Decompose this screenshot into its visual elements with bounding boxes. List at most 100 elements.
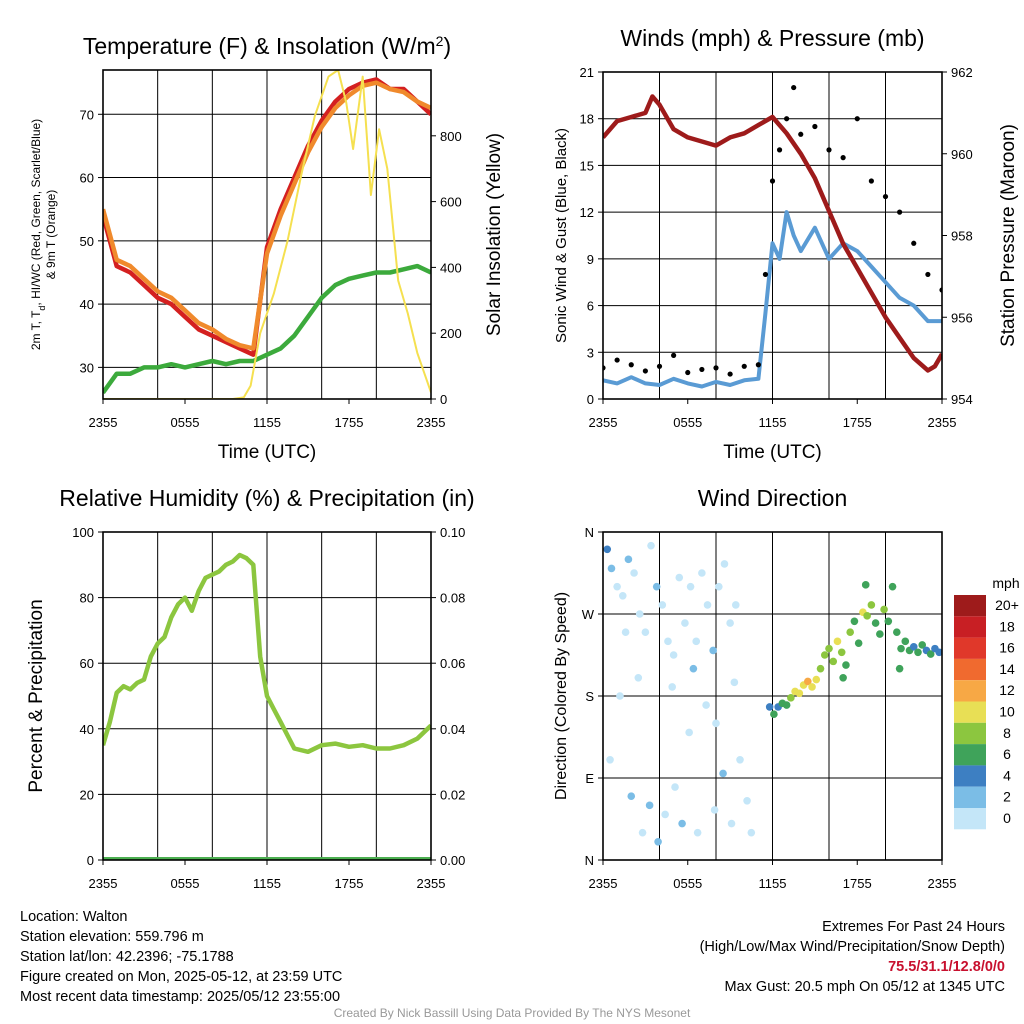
legend-swatch bbox=[954, 595, 986, 617]
y2-tick-label: 400 bbox=[440, 260, 462, 275]
y2-tick-label: 0.08 bbox=[440, 591, 465, 606]
wind-direction-point bbox=[770, 710, 778, 719]
plot-area bbox=[103, 70, 431, 399]
wind-direction-point bbox=[702, 701, 710, 709]
gust-point bbox=[911, 240, 917, 246]
gust-point bbox=[868, 178, 874, 184]
wind-direction-point bbox=[833, 637, 842, 646]
gust-point bbox=[628, 362, 634, 368]
x-tick-label: 2355 bbox=[417, 876, 446, 891]
y-tick-label: 100 bbox=[72, 525, 94, 540]
created-text: Figure created on Mon, 2025-05-12, at 23… bbox=[20, 969, 343, 985]
x-tick-label: 2355 bbox=[928, 876, 957, 891]
wind-direction-point bbox=[837, 648, 846, 657]
legend-swatch bbox=[954, 701, 986, 723]
series-dewpoint bbox=[103, 263, 431, 395]
wind-direction-point bbox=[867, 601, 876, 609]
extremes-panel: Extremes For Past 24 Hours (High/Low/Max… bbox=[700, 917, 1005, 997]
gust-point bbox=[741, 363, 747, 369]
extremes-values: 75.5/31.1/12.8/0/0 bbox=[888, 959, 1005, 975]
x-axis-label: Time (UTC) bbox=[723, 442, 822, 463]
x-tick-label: 1155 bbox=[759, 876, 787, 891]
wind-direction-point bbox=[812, 675, 821, 684]
legend-swatch bbox=[954, 786, 986, 808]
y-label-subscript: d bbox=[37, 306, 47, 311]
x-tick-label: 2355 bbox=[89, 415, 118, 430]
wind-direction-point bbox=[914, 648, 922, 657]
wind-direction-point bbox=[647, 541, 655, 550]
plot-frame bbox=[602, 71, 943, 400]
gust-point bbox=[791, 84, 797, 91]
wind-direction-point bbox=[715, 582, 723, 591]
chart-title: Temperature (F) & Insolation (W/m2) bbox=[83, 33, 451, 59]
wind-direction-point bbox=[897, 644, 905, 653]
gust-point bbox=[685, 369, 691, 376]
x-tick-label: 1755 bbox=[335, 876, 364, 891]
y-tick-label: N bbox=[585, 853, 594, 868]
y2-axis-label: Station Pressure (Maroon) bbox=[998, 124, 1019, 347]
x-tick-label: 1755 bbox=[843, 876, 872, 891]
y2-tick-label: 958 bbox=[951, 229, 973, 244]
y2-tick-label: 0.06 bbox=[440, 656, 465, 671]
gust-point bbox=[699, 366, 705, 373]
y-tick-label: 6 bbox=[587, 299, 594, 314]
wind-direction-point bbox=[618, 591, 627, 600]
x-tick-label: 1755 bbox=[843, 415, 872, 430]
title-superscript: 2 bbox=[436, 33, 444, 49]
wind-direction-point bbox=[669, 651, 678, 659]
wind-direction-point bbox=[909, 643, 918, 651]
wind-direction-point bbox=[871, 619, 880, 627]
gust-point bbox=[755, 362, 761, 368]
legend-label: 6 bbox=[1003, 746, 1011, 762]
y2-tick-label: 0 bbox=[440, 392, 447, 407]
wind-direction-point bbox=[681, 619, 689, 627]
wind-direction-point bbox=[808, 683, 816, 691]
panel-temp: 30 40 50 60 70 0 200 400 600 800 2355 0555 1155 1755 2… bbox=[29, 33, 505, 463]
plot-area bbox=[103, 552, 431, 860]
x-tick-label: 2355 bbox=[589, 415, 618, 430]
gridlines bbox=[103, 70, 431, 399]
wind-direction-point bbox=[820, 651, 829, 659]
y-tick-label: 18 bbox=[580, 112, 594, 127]
legend-label: 12 bbox=[999, 682, 1015, 698]
wind-direction-point bbox=[895, 664, 904, 673]
y-tick-label: 3 bbox=[587, 345, 594, 360]
plot-frame bbox=[102, 69, 432, 400]
y2-tick-label: 600 bbox=[440, 195, 462, 210]
y2-tick-label: 0.00 bbox=[440, 853, 465, 868]
wind-direction-point bbox=[616, 692, 624, 700]
gust-point bbox=[713, 365, 719, 371]
legend-label: 20+ bbox=[995, 597, 1019, 613]
legend-swatch bbox=[954, 722, 986, 745]
y2-tick-label: 962 bbox=[951, 65, 973, 80]
wind-direction-point bbox=[709, 646, 717, 655]
y-tick-label: 70 bbox=[80, 107, 94, 122]
y2-tick-label: 956 bbox=[951, 310, 973, 325]
wind-direction-point bbox=[880, 605, 888, 614]
y-tick-label: 0 bbox=[87, 853, 94, 868]
wind-direction-point bbox=[854, 639, 863, 647]
wind-direction-point bbox=[671, 783, 679, 791]
gust-point bbox=[925, 271, 931, 278]
legend-label: 14 bbox=[999, 661, 1015, 677]
x-axis-label: Time (UTC) bbox=[218, 442, 317, 463]
plot-area bbox=[603, 84, 942, 389]
panel-wdir: N E S W N 2355 0555 1155 1755 2355 mph 20+ 18 16 14 12 1… bbox=[553, 485, 1020, 891]
station-info: Location: Walton Station elevation: 559.… bbox=[20, 907, 342, 1007]
y-tick-label: W bbox=[582, 607, 595, 622]
wind-direction-point bbox=[842, 661, 850, 669]
y-tick-label: 0 bbox=[587, 392, 594, 407]
wind-direction-point bbox=[850, 617, 859, 626]
wind-direction-point bbox=[736, 755, 744, 764]
max-gust-text: Max Gust: 20.5 mph On 05/12 at 1345 UTC bbox=[724, 979, 1005, 995]
wind-direction-point bbox=[846, 628, 854, 637]
wind-direction-point bbox=[607, 564, 616, 573]
wind-direction-point bbox=[635, 610, 644, 618]
series-insolation bbox=[103, 70, 431, 399]
location-text: Location: Walton bbox=[20, 909, 128, 925]
panel-wind: 0 3 6 9 12 15 18 21 954 956 958 960 962 2355 0555 1155 1… bbox=[553, 25, 1019, 463]
plot-frame bbox=[602, 531, 943, 861]
gust-point bbox=[614, 357, 620, 363]
wind-direction-point bbox=[603, 545, 612, 554]
